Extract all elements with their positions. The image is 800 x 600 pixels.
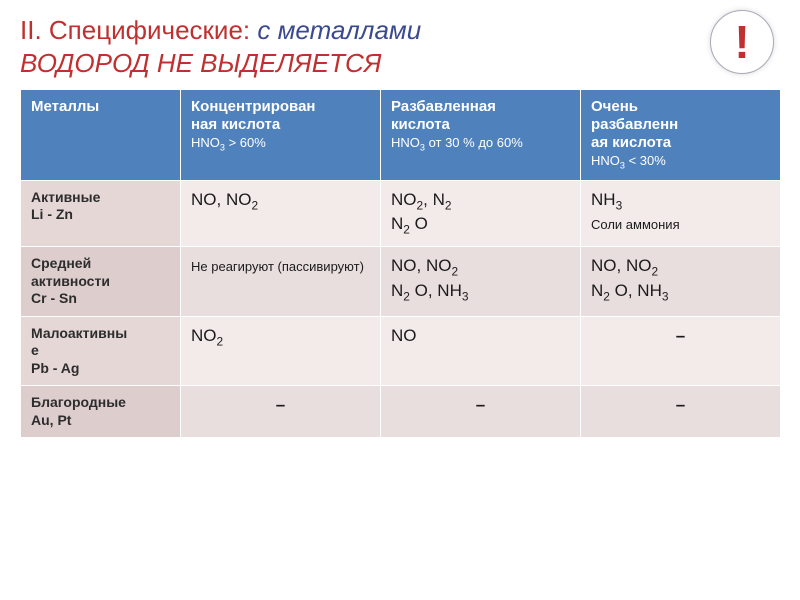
row-medium-l1: Средней bbox=[31, 255, 91, 271]
cell-medium-dil: NO, NO2 N2 O, NH3 bbox=[381, 247, 581, 317]
col-conc-formula: HNO bbox=[191, 135, 220, 150]
cell-noble-dil-text: – bbox=[476, 395, 485, 414]
cell-active-vdil-b: Соли аммония bbox=[591, 217, 680, 232]
cell-medium-vdil-a: NO, NO bbox=[591, 256, 651, 275]
col-vdil-l2: разбавленн bbox=[591, 116, 678, 133]
cell-low-dil: NO bbox=[381, 316, 581, 386]
cell-active-conc-text: NO, NO bbox=[191, 190, 251, 209]
col-metals: Металлы bbox=[21, 90, 181, 181]
cell-low-dil-text: NO bbox=[391, 326, 417, 345]
title-prefix: II. Специфические: bbox=[20, 15, 250, 45]
cell-medium-vdil-b: N bbox=[591, 281, 603, 300]
cell-medium-vdil: NO, NO2 N2 O, NH3 bbox=[581, 247, 781, 317]
title-emphasis-2: ВОДОРОД НЕ ВЫДЕЛЯЕТСЯ bbox=[20, 48, 382, 78]
slide-title-row: II. Специфические: с металлами ВОДОРОД Н… bbox=[0, 0, 800, 89]
row-medium-l2: активности bbox=[31, 273, 110, 289]
col-conc-l1: Концентрирован bbox=[191, 98, 315, 115]
col-metals-label: Металлы bbox=[31, 98, 99, 115]
col-concentrated: Концентрирован ная кислота HNO3 > 60% bbox=[181, 90, 381, 181]
row-active-l1: Активные bbox=[31, 189, 100, 205]
col-conc-tail: > 60% bbox=[225, 135, 266, 150]
cell-medium-conc: Не реагируют (пассивируют) bbox=[181, 247, 381, 317]
cell-medium-vdil-b2: O, NH bbox=[610, 281, 662, 300]
row-medium-l3: Cr - Sn bbox=[31, 290, 77, 306]
cell-low-conc-text: NO bbox=[191, 326, 217, 345]
row-noble-head: Благородные Au, Pt bbox=[21, 386, 181, 438]
cell-medium-dil-b: N bbox=[391, 281, 403, 300]
row-low-l2: е bbox=[31, 342, 39, 358]
col-vdil-formula: HNO bbox=[591, 153, 620, 168]
cell-low-vdil: – bbox=[581, 316, 781, 386]
cell-active-dil-a2: , N bbox=[423, 190, 445, 209]
col-very-diluted: Очень разбавленн ая кислота HNO3 < 30% bbox=[581, 90, 781, 181]
col-diluted: Разбавленная кислота HNO3 от 30 % до 60% bbox=[381, 90, 581, 181]
col-vdil-tail: < 30% bbox=[625, 153, 666, 168]
row-low-l1: Малоактивны bbox=[31, 325, 127, 341]
col-dil-formula: HNO bbox=[391, 135, 420, 150]
table-row: Активные Li - Zn NO, NO2 NO2, N2 N2 O NH… bbox=[21, 180, 781, 247]
col-dil-l1: Разбавленная bbox=[391, 98, 496, 115]
col-dil-tail: от 30 % до 60% bbox=[425, 135, 523, 150]
cell-noble-conc: – bbox=[181, 386, 381, 438]
cell-medium-dil-a: NO, NO bbox=[391, 256, 451, 275]
cell-active-dil-a: NO bbox=[391, 190, 417, 209]
cell-active-conc: NO, NO2 bbox=[181, 180, 381, 247]
title-emphasis-1: с металлами bbox=[257, 15, 421, 45]
cell-active-dil-b: N bbox=[391, 214, 403, 233]
row-noble-l2: Au, Pt bbox=[31, 412, 71, 428]
cell-active-vdil-a: NH bbox=[591, 190, 616, 209]
cell-noble-conc-text: – bbox=[276, 395, 285, 414]
cell-active-vdil: NH3 Соли аммония bbox=[581, 180, 781, 247]
slide-title: II. Специфические: с металлами ВОДОРОД Н… bbox=[20, 14, 421, 79]
row-active-l2: Li - Zn bbox=[31, 206, 73, 222]
row-noble-l1: Благородные bbox=[31, 394, 126, 410]
col-dil-l2: кислота bbox=[391, 116, 450, 133]
col-conc-l2: ная кислота bbox=[191, 116, 280, 133]
row-low-head: Малоактивны е Pb - Ag bbox=[21, 316, 181, 386]
cell-medium-conc-text: Не реагируют (пассивируют) bbox=[191, 259, 364, 274]
cell-medium-dil-b2: O, NH bbox=[410, 281, 462, 300]
attention-badge: ! bbox=[710, 10, 774, 74]
cell-noble-vdil: – bbox=[581, 386, 781, 438]
table-header-row: Металлы Концентрирован ная кислота HNO3 … bbox=[21, 90, 781, 181]
table-row: Малоактивны е Pb - Ag NO2 NO – bbox=[21, 316, 781, 386]
col-vdil-l3: ая кислота bbox=[591, 134, 671, 151]
col-vdil-l1: Очень bbox=[591, 98, 638, 115]
table-row: Благородные Au, Pt – – – bbox=[21, 386, 781, 438]
cell-noble-dil: – bbox=[381, 386, 581, 438]
row-low-l3: Pb - Ag bbox=[31, 360, 79, 376]
cell-noble-vdil-text: – bbox=[676, 395, 685, 414]
cell-low-vdil-text: – bbox=[676, 326, 685, 345]
cell-active-dil-b2: O bbox=[410, 214, 428, 233]
table-row: Средней активности Cr - Sn Не реагируют … bbox=[21, 247, 781, 317]
row-medium-head: Средней активности Cr - Sn bbox=[21, 247, 181, 317]
row-active-head: Активные Li - Zn bbox=[21, 180, 181, 247]
cell-low-conc: NO2 bbox=[181, 316, 381, 386]
reaction-table: Металлы Концентрирован ная кислота HNO3 … bbox=[20, 89, 781, 438]
cell-active-dil: NO2, N2 N2 O bbox=[381, 180, 581, 247]
